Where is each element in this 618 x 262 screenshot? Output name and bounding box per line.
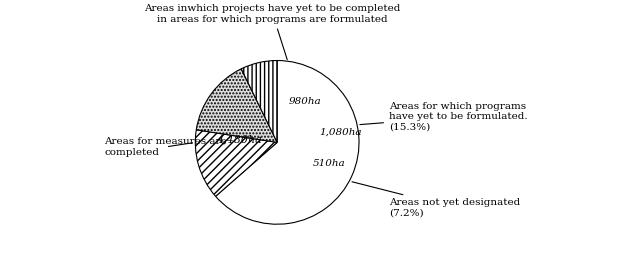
Wedge shape <box>241 61 277 142</box>
Text: 980ha: 980ha <box>289 97 322 106</box>
Text: Areas for measures are
completed: Areas for measures are completed <box>104 137 227 157</box>
Text: 1,080ha: 1,080ha <box>319 128 362 137</box>
Text: Areas inwhich projects have yet to be completed
in areas for which programs are : Areas inwhich projects have yet to be co… <box>145 4 401 60</box>
Text: 4,480ha: 4,480ha <box>216 134 262 144</box>
Wedge shape <box>195 130 277 196</box>
Text: 510ha: 510ha <box>313 159 345 168</box>
Wedge shape <box>197 69 277 142</box>
Wedge shape <box>216 61 359 224</box>
Text: Areas not yet designated
(7.2%): Areas not yet designated (7.2%) <box>352 182 520 217</box>
Text: Areas for which programs
have yet to be formulated.
(15.3%): Areas for which programs have yet to be … <box>360 102 528 132</box>
